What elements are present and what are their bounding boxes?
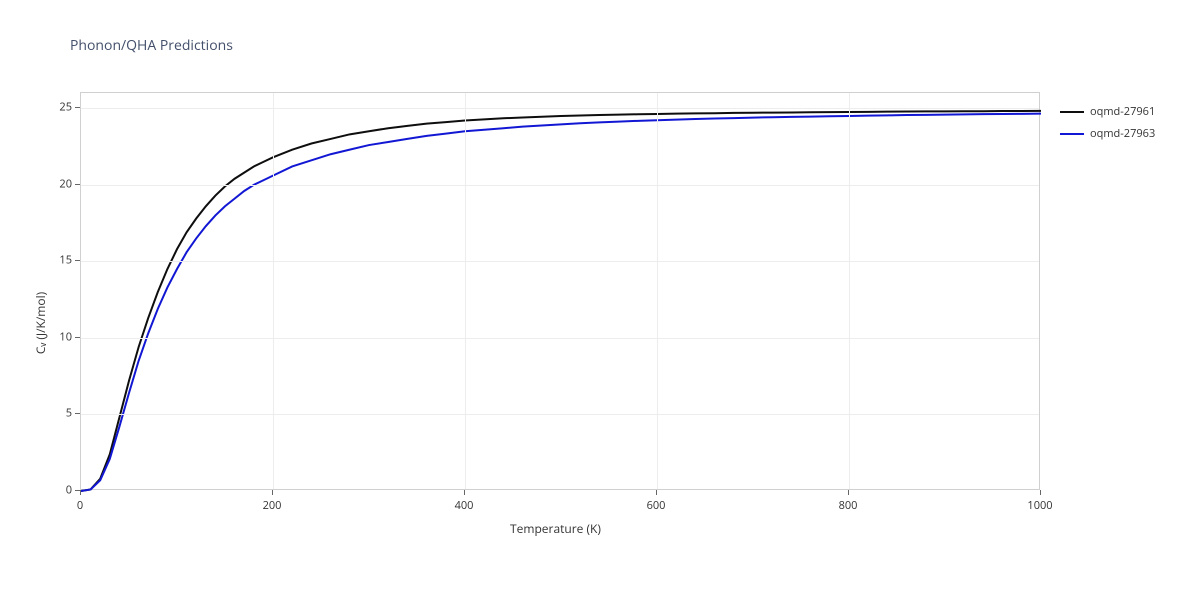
x-tick-label: 400 [455,498,474,513]
y-tick-mark [75,490,80,491]
x-tick-label: 1000 [1027,498,1052,513]
y-tick-mark [75,184,80,185]
x-tick-label: 0 [77,498,83,513]
legend-label: oqmd-27963 [1090,126,1155,141]
gridline-v [273,93,274,489]
gridline-h [81,108,1039,109]
y-tick-mark [75,107,80,108]
legend-swatch [1060,133,1084,135]
x-tick-mark [848,490,849,495]
chart-lines [81,93,1041,491]
series-line[interactable] [81,111,1041,491]
gridline-v [849,93,850,489]
x-axis-label: Temperature (K) [510,520,601,537]
y-tick-mark [75,413,80,414]
y-tick-mark [75,337,80,338]
x-tick-label: 600 [647,498,666,513]
series-line[interactable] [81,114,1041,491]
x-tick-mark [1040,490,1041,495]
legend-item[interactable]: oqmd-27963 [1060,126,1155,141]
x-tick-mark [272,490,273,495]
y-tick-label: 15 [52,253,72,268]
gridline-h [81,261,1039,262]
y-tick-mark [75,260,80,261]
y-tick-label: 0 [52,483,72,498]
gridline-h [81,414,1039,415]
gridline-h [81,338,1039,339]
legend-item[interactable]: oqmd-27961 [1060,104,1155,119]
chart-title: Phonon/QHA Predictions [70,36,233,55]
x-tick-label: 800 [839,498,858,513]
y-tick-label: 25 [52,100,72,115]
gridline-v [657,93,658,489]
y-axis-label: Cᵥ (J/K/mol) [32,292,49,354]
legend-label: oqmd-27961 [1090,104,1155,119]
legend[interactable]: oqmd-27961 oqmd-27963 [1060,104,1155,148]
y-tick-label: 20 [52,176,72,191]
y-tick-label: 5 [52,406,72,421]
gridline-v [465,93,466,489]
x-tick-mark [656,490,657,495]
x-tick-mark [464,490,465,495]
x-tick-mark [80,490,81,495]
x-tick-label: 200 [263,498,282,513]
gridline-h [81,185,1039,186]
legend-swatch [1060,111,1084,113]
y-tick-label: 10 [52,329,72,344]
plot-area[interactable] [80,92,1040,490]
chart-container: Phonon/QHA Predictions Temperature (K) C… [0,0,1200,600]
